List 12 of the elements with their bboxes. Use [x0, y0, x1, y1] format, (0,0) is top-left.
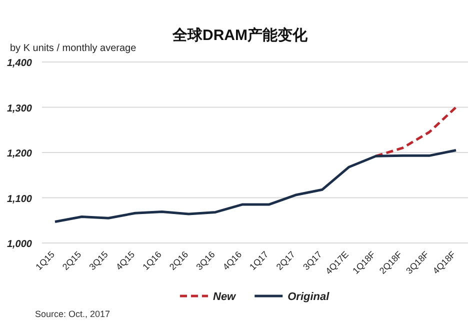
legend-label: New [213, 291, 238, 303]
chart-title: 全球DRAM产能变化 [172, 26, 308, 44]
y-tick-label: 1,000 [6, 239, 32, 250]
y-tick-label: 1,100 [6, 194, 32, 205]
y-tick-label: 1,300 [6, 103, 32, 114]
y-tick-label: 1,200 [6, 148, 32, 160]
y-tick-label: 1,400 [6, 58, 32, 69]
y-axis-title: by K units / monthly average [10, 43, 137, 54]
line-series [374, 106, 458, 158]
legend-label: Original [288, 291, 330, 303]
line-series [54, 148, 458, 223]
source-note: Source: Oct., 2017 [35, 309, 110, 319]
